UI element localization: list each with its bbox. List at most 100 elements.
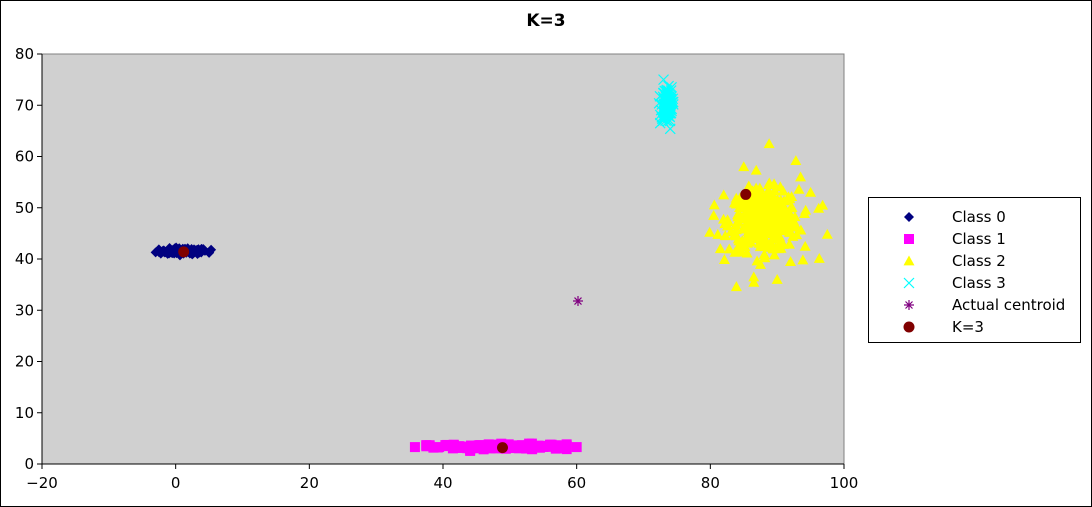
data-point xyxy=(573,296,584,307)
data-point xyxy=(728,229,740,240)
data-point xyxy=(742,200,754,211)
data-point xyxy=(718,189,730,200)
data-point xyxy=(817,199,829,210)
data-point xyxy=(746,210,758,221)
legend-marker-x xyxy=(903,277,915,289)
data-point xyxy=(654,117,666,129)
data-point xyxy=(474,441,485,452)
data-point xyxy=(483,442,494,453)
y-tick-label: 60 xyxy=(15,148,34,166)
legend-label: Class 1 xyxy=(952,230,1006,248)
data-point xyxy=(760,215,772,225)
data-point xyxy=(748,203,760,213)
legend-symbol xyxy=(903,255,915,266)
data-point xyxy=(541,441,552,452)
legend-marker-square xyxy=(904,234,914,244)
data-point xyxy=(759,252,771,263)
data-point xyxy=(442,439,453,450)
data-point xyxy=(805,186,817,197)
data-point xyxy=(785,220,797,231)
y-tick-label: 70 xyxy=(15,96,34,114)
data-point xyxy=(448,439,459,450)
data-point xyxy=(762,227,774,238)
data-point xyxy=(162,248,173,259)
data-point xyxy=(708,209,720,220)
data-point xyxy=(813,252,825,263)
legend-item: K=3 xyxy=(869,316,1080,338)
series-actual-centroid xyxy=(573,296,584,307)
data-point xyxy=(658,87,669,99)
data-point xyxy=(708,199,720,210)
data-point xyxy=(505,442,516,453)
data-point xyxy=(740,213,752,224)
data-point xyxy=(740,188,752,200)
y-tick-label: 30 xyxy=(15,301,34,319)
data-point xyxy=(457,442,468,453)
data-point xyxy=(797,254,809,265)
data-point xyxy=(786,201,798,212)
data-point xyxy=(778,200,790,211)
data-point xyxy=(723,243,735,254)
data-point xyxy=(768,178,780,189)
data-point xyxy=(771,274,783,284)
data-point xyxy=(424,441,435,452)
legend-symbol xyxy=(903,277,915,289)
chart-title: K=3 xyxy=(526,11,565,31)
legend-label: Actual centroid xyxy=(952,296,1066,314)
data-point xyxy=(748,271,760,282)
data-point xyxy=(750,164,762,175)
data-point xyxy=(561,441,572,452)
data-point xyxy=(755,211,767,222)
data-point xyxy=(554,440,565,451)
legend-marker-diamond xyxy=(904,212,914,222)
data-point xyxy=(721,220,733,231)
y-tick-label: 0 xyxy=(24,455,34,473)
y-tick-label: 40 xyxy=(15,250,34,268)
data-point xyxy=(768,249,780,260)
data-point xyxy=(204,247,215,258)
legend-label: Class 3 xyxy=(952,274,1006,292)
data-point xyxy=(718,254,730,265)
data-point xyxy=(764,202,776,213)
data-point xyxy=(790,155,802,165)
data-point xyxy=(528,441,539,452)
data-point xyxy=(755,258,767,269)
data-point xyxy=(783,226,795,237)
data-point xyxy=(518,440,529,451)
data-point xyxy=(749,227,761,238)
data-point xyxy=(667,96,679,108)
legend-item: Class 2 xyxy=(869,250,1080,272)
legend-item: Class 0 xyxy=(869,206,1080,228)
legend-marker-triangle xyxy=(903,255,915,266)
data-point xyxy=(795,224,807,235)
x-tick-label: 60 xyxy=(567,474,586,492)
legend-marker-circle xyxy=(903,321,915,333)
data-point xyxy=(763,138,775,149)
series-k-3 xyxy=(178,188,752,454)
series-class-3 xyxy=(653,74,679,135)
data-point xyxy=(464,442,475,453)
data-marks xyxy=(150,74,833,456)
data-point xyxy=(795,171,807,182)
data-point xyxy=(767,210,779,221)
data-point xyxy=(660,115,671,127)
data-point xyxy=(730,281,742,292)
data-point xyxy=(704,226,716,237)
y-tick-label: 20 xyxy=(15,353,34,371)
data-point xyxy=(153,245,164,256)
plot-area xyxy=(42,54,844,464)
data-point xyxy=(722,214,734,225)
data-point xyxy=(719,230,731,241)
y-tick-label: 80 xyxy=(15,45,34,63)
data-point xyxy=(735,246,747,257)
data-point xyxy=(735,210,747,221)
data-point xyxy=(664,123,676,135)
data-point xyxy=(748,218,760,228)
data-point xyxy=(770,242,782,253)
data-point xyxy=(798,208,810,219)
data-point xyxy=(571,442,582,453)
x-tick-label: 80 xyxy=(701,474,720,492)
data-point xyxy=(777,185,789,196)
